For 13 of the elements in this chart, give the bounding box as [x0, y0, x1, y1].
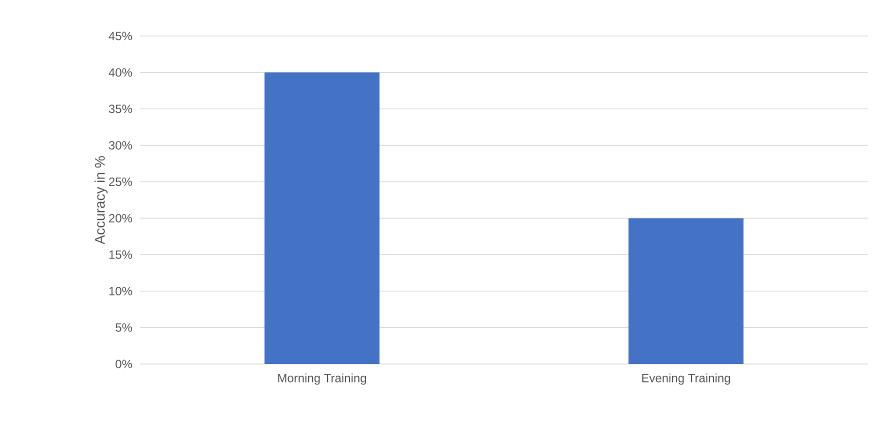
- y-tick-label: 40%: [108, 68, 132, 77]
- y-tick-label: 15%: [109, 250, 132, 259]
- y-tick-label: 25%: [109, 178, 132, 186]
- y-tick-label: 30%: [108, 141, 132, 150]
- x-tick-label: Evening Training: [642, 374, 730, 385]
- y-tick-label: 35%: [108, 104, 132, 114]
- y-tick-label: 5%: [116, 323, 132, 332]
- y-tick-label: 10%: [109, 286, 132, 296]
- y-axis-title: Accuracy in %: [94, 156, 108, 244]
- y-tick-label: 45%: [108, 32, 132, 40]
- y-tick-label: 20%: [109, 214, 132, 222]
- x-tick-label: Morning Training: [278, 374, 366, 385]
- y-tick-label: 0%: [116, 360, 132, 368]
